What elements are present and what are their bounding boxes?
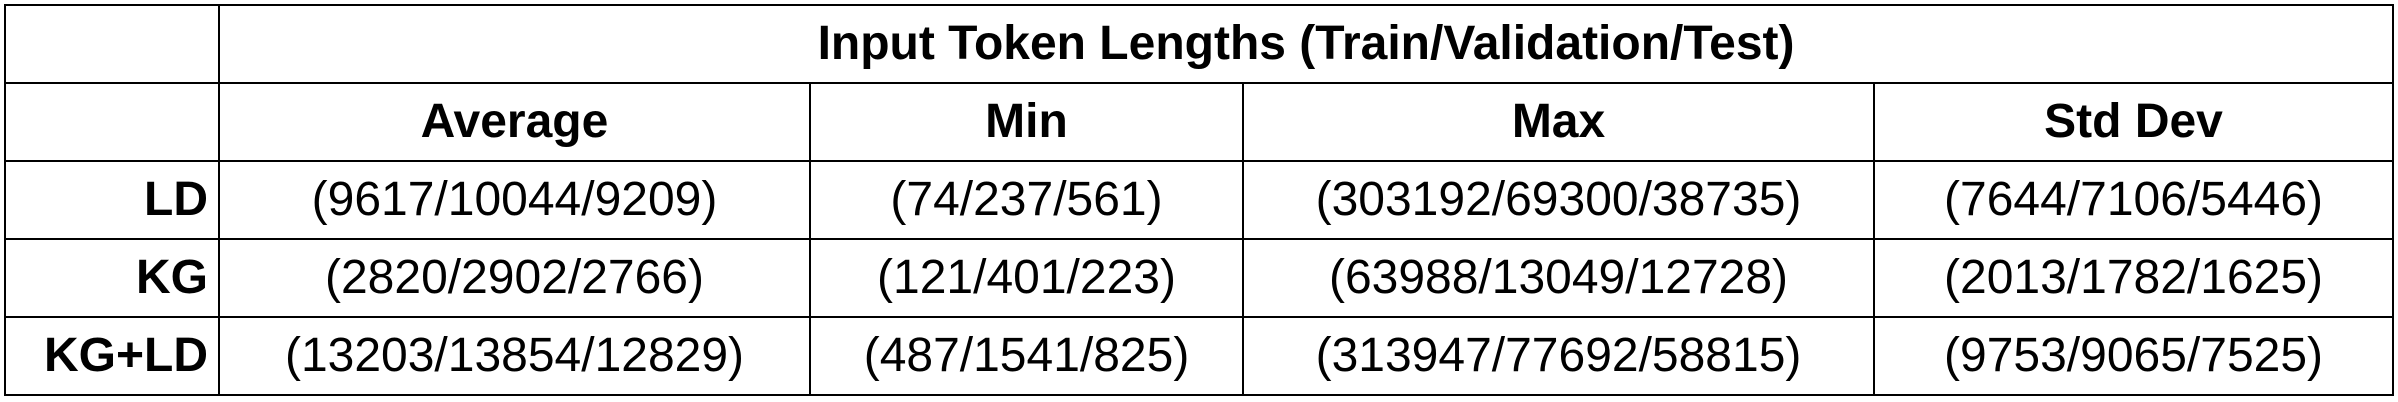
cell-ld-min: (74/237/561)	[809, 160, 1244, 240]
column-header-max: Max	[1242, 82, 1875, 162]
cell-kg-std-dev: (2013/1782/1625)	[1872, 238, 2395, 318]
cell-kg-ld-min: (487/1541/825)	[809, 316, 1244, 396]
row-label-kg: KG	[4, 238, 220, 318]
cell-kg-ld-average: (13203/13854/12829)	[218, 316, 811, 396]
cell-ld-max: (303192/69300/38735)	[1242, 160, 1875, 240]
column-header-row: Average Min Max Std Dev	[4, 82, 2395, 162]
row-label-kg-ld: KG+LD	[4, 316, 220, 396]
cell-kg-ld-max: (313947/77692/58815)	[1242, 316, 1875, 396]
table-row: KG+LD (13203/13854/12829) (487/1541/825)…	[4, 316, 2395, 396]
table-title-row: Input Token Lengths (Train/Validation/Te…	[4, 4, 2395, 84]
cell-kg-min: (121/401/223)	[809, 238, 1244, 318]
table-row: KG (2820/2902/2766) (121/401/223) (63988…	[4, 238, 2395, 318]
column-header-std-dev: Std Dev	[1872, 82, 2395, 162]
column-header-min: Min	[809, 82, 1244, 162]
table-title: Input Token Lengths (Train/Validation/Te…	[217, 4, 2395, 84]
empty-corner-cell	[4, 4, 220, 84]
empty-header-cell	[4, 82, 220, 162]
cell-kg-max: (63988/13049/12728)	[1242, 238, 1875, 318]
cell-kg-ld-std-dev: (9753/9065/7525)	[1872, 316, 2395, 396]
row-label-ld: LD	[4, 160, 220, 240]
table-row: LD (9617/10044/9209) (74/237/561) (30319…	[4, 160, 2395, 240]
cell-kg-average: (2820/2902/2766)	[218, 238, 811, 318]
cell-ld-std-dev: (7644/7106/5446)	[1872, 160, 2395, 240]
cell-ld-average: (9617/10044/9209)	[218, 160, 811, 240]
column-header-average: Average	[218, 82, 811, 162]
token-length-table: Input Token Lengths (Train/Validation/Te…	[4, 4, 2395, 396]
